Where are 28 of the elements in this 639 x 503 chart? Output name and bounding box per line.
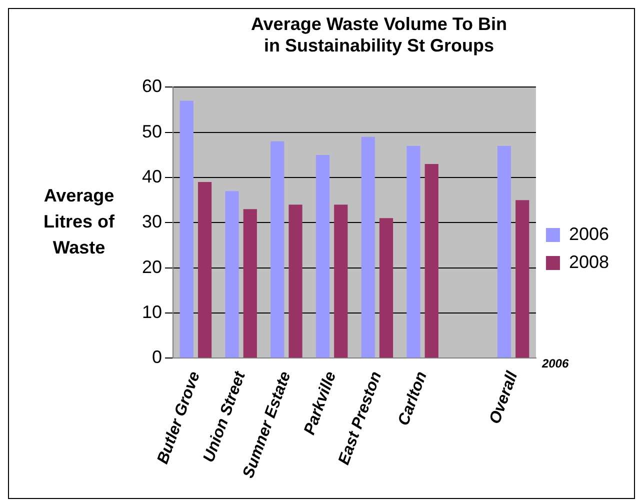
bar — [424, 164, 438, 358]
y-axis-title: Average Litres of Waste — [43, 186, 116, 258]
bar — [361, 136, 375, 358]
legend-label: 2006 — [568, 224, 610, 244]
bar — [379, 218, 394, 358]
bar — [516, 200, 530, 358]
y-tick-label: 50 — [142, 121, 162, 142]
bar — [180, 100, 194, 358]
y-tick-label: 0 — [152, 347, 162, 368]
bar — [406, 146, 420, 358]
bar — [198, 182, 212, 358]
bar — [243, 209, 257, 358]
y-tick-label: 20 — [142, 256, 162, 277]
bar — [497, 146, 512, 358]
y-tick-label: 40 — [142, 166, 162, 186]
x-tick-label: Overall — [486, 368, 522, 426]
bar — [316, 154, 330, 358]
y-tick-label: 10 — [142, 302, 162, 322]
legend-label: 2008 — [568, 252, 610, 272]
text: 2006 — [540, 356, 569, 370]
bar — [225, 191, 239, 358]
y-tick-label: 30 — [142, 212, 162, 232]
bar — [334, 204, 348, 358]
bar — [270, 141, 284, 358]
y-tick-label: 60 — [142, 76, 162, 96]
x-tick-label: Carlton — [395, 369, 431, 428]
chart-title: Average Waste Volume To Bin in Sustainability St Groups — [250, 14, 508, 56]
bar — [288, 204, 302, 358]
